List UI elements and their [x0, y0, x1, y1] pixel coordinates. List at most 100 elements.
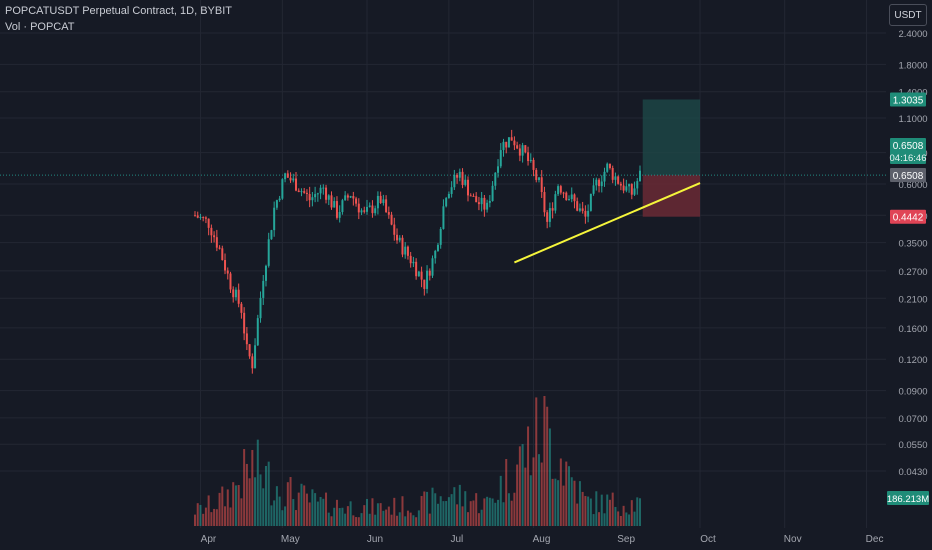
volume-bar	[292, 499, 295, 526]
volume-indicator-label[interactable]: Vol · POPCAT	[5, 21, 75, 33]
volume-bar	[270, 505, 273, 526]
volume-bar	[546, 406, 549, 526]
candle-body	[469, 195, 472, 197]
candle-body	[409, 255, 412, 264]
price-tick-label: 0.1200	[898, 355, 927, 366]
volume-bar	[458, 484, 461, 526]
volume-bar	[221, 486, 224, 526]
volume-bar	[240, 498, 243, 526]
candle-body	[477, 202, 480, 205]
countdown-label: 04:16:46	[890, 153, 927, 164]
volume-bar	[365, 498, 368, 526]
volume-bar	[254, 477, 257, 526]
time-tick-label: Dec	[866, 534, 884, 545]
volume-bar	[576, 503, 579, 526]
volume-bar	[617, 511, 620, 526]
candle-body	[311, 197, 314, 201]
volume-bar	[633, 511, 636, 526]
volume-bar	[439, 496, 442, 526]
volume-bar	[532, 457, 535, 526]
volume-bar	[622, 505, 625, 526]
stop-price-box	[890, 209, 926, 224]
volume-bar	[518, 446, 521, 526]
price-tick-label: 0.0550	[898, 440, 927, 451]
candle-body	[521, 145, 524, 156]
candle-body	[305, 192, 308, 194]
volume-bar	[461, 506, 464, 526]
candle-body	[439, 228, 442, 245]
candle-body	[412, 261, 415, 264]
volume-bar	[330, 516, 333, 526]
candle-body	[532, 159, 535, 170]
candle-body	[210, 227, 213, 236]
volume-bar	[497, 499, 500, 526]
volume-bar	[540, 462, 543, 526]
symbol-title[interactable]: POPCATUSDT Perpetual Contract, 1D, BYBIT	[5, 5, 233, 17]
volume-bar	[284, 506, 287, 526]
volume-bar	[202, 513, 205, 526]
volume-bar	[524, 467, 527, 526]
candle-body	[472, 195, 475, 197]
volume-bar	[346, 506, 349, 526]
time-axis[interactable]: Apr May Jun Jul Aug Sep Oct Nov Dec	[201, 534, 884, 545]
candle-body	[543, 192, 546, 213]
candle-body	[630, 184, 633, 195]
volume-bar	[434, 493, 437, 526]
candle-body	[286, 173, 289, 178]
candle-body	[540, 177, 543, 193]
volume-bar	[502, 502, 505, 526]
candle-body	[480, 197, 483, 205]
candle-body	[628, 184, 631, 187]
candle-body	[363, 210, 366, 212]
candle-body	[338, 212, 341, 218]
volume-bar	[499, 475, 502, 526]
volume-bar	[589, 498, 592, 526]
candle-body	[638, 170, 641, 182]
candle-body	[196, 215, 199, 218]
volume-bar	[213, 508, 216, 526]
candle-body	[603, 171, 606, 182]
candle-body	[527, 152, 530, 162]
currency-button[interactable]: USDT	[889, 4, 927, 26]
candle-body	[570, 194, 573, 200]
volume-bar	[581, 491, 584, 526]
target-zone	[642, 99, 701, 176]
candle-body	[557, 186, 560, 195]
candle-body	[382, 199, 385, 204]
candle-body	[401, 237, 404, 255]
volume-bar	[363, 505, 366, 526]
candle-body	[289, 177, 292, 181]
candle-body	[417, 271, 420, 277]
volume-bar	[264, 465, 267, 526]
time-tick-label: Jun	[367, 534, 383, 545]
trendline[interactable]	[514, 182, 701, 264]
candle-body	[202, 216, 205, 218]
volume-bar	[237, 485, 240, 526]
volume-bar	[234, 485, 237, 526]
volume-bar	[349, 501, 352, 526]
candle-body	[622, 185, 625, 191]
price-tick-label: 0.2100	[898, 294, 927, 305]
volume-bar	[480, 509, 483, 526]
time-tick-label: May	[281, 534, 300, 545]
volume-bar	[467, 512, 469, 526]
candle-body	[398, 237, 401, 241]
candle-body	[278, 198, 281, 201]
volume-bar	[636, 497, 639, 526]
candle-body	[507, 137, 510, 148]
volume-bar	[537, 454, 540, 526]
volume-bar	[278, 496, 281, 526]
volume-bar	[516, 464, 519, 526]
volume-bar	[469, 501, 472, 526]
candle-body	[595, 179, 598, 186]
time-tick-label: Apr	[201, 534, 217, 545]
volume-bar	[521, 444, 524, 526]
candle-body	[589, 193, 592, 211]
candle-body	[505, 141, 508, 148]
candle-body	[633, 188, 636, 195]
volume-bar	[210, 512, 213, 526]
volume-bar	[445, 501, 448, 526]
candle-body	[625, 186, 628, 191]
volume-bar	[295, 510, 298, 526]
